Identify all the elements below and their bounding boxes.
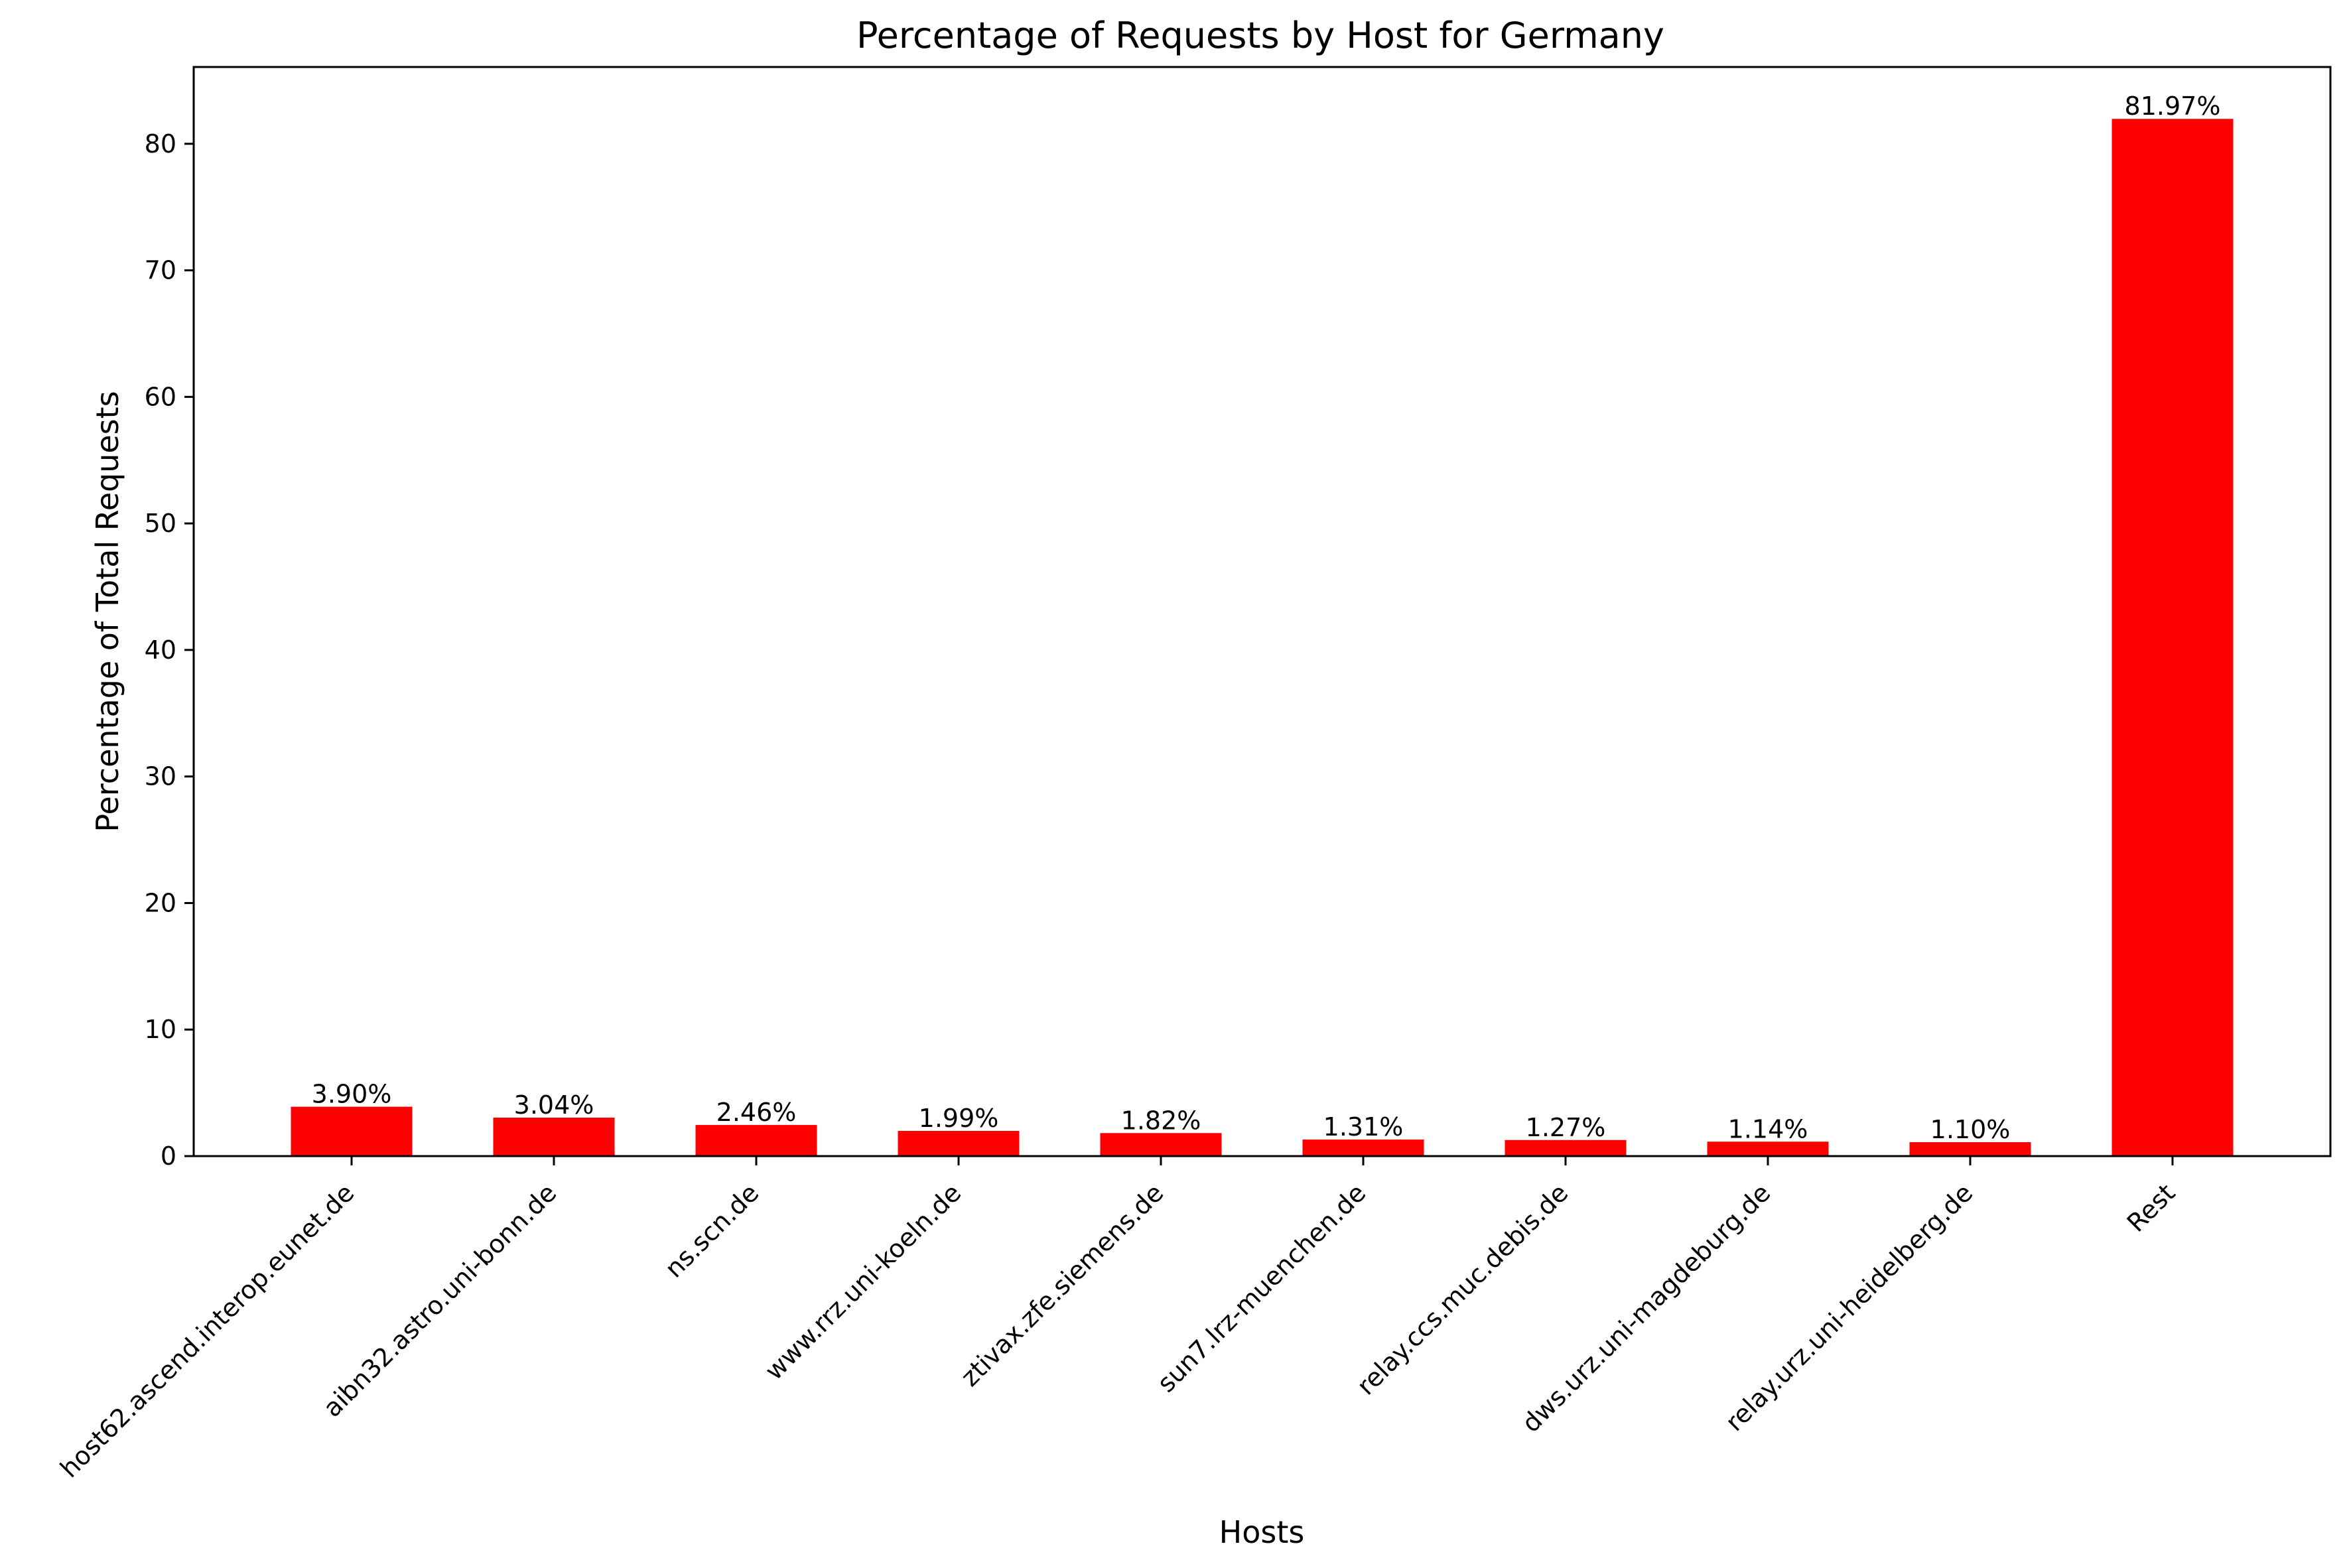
- bar: [493, 1118, 615, 1156]
- bars-group: [291, 119, 2234, 1156]
- bar-value-label: 1.14%: [1728, 1114, 1808, 1143]
- bar: [1909, 1142, 2031, 1156]
- y-tick-label: 70: [145, 256, 176, 285]
- bar: [1100, 1133, 1222, 1156]
- plot-frame: [192, 66, 2332, 1157]
- x-tick-label: Rest: [2121, 1178, 2181, 1238]
- y-axis-ticks: 0 10 20 30 40 50 60 70 80: [145, 129, 194, 1171]
- y-tick-label: 60: [145, 382, 176, 411]
- x-axis-label: Hosts: [1219, 1514, 1305, 1550]
- bar: [1302, 1140, 1424, 1156]
- x-axis-ticks: host62.ascend.interop.eunet.deaibn32.ast…: [54, 1156, 2180, 1483]
- x-tick-label: ns.scn.de: [659, 1178, 765, 1283]
- y-tick-label: 30: [145, 762, 176, 791]
- y-tick-label: 40: [145, 635, 176, 665]
- x-tick-label: www.rrz.uni-koeln.de: [760, 1178, 967, 1386]
- chart-title: Percentage of Requests by Host for Germa…: [856, 15, 1664, 56]
- bar-value-label: 1.31%: [1323, 1112, 1404, 1142]
- bar-labels-group: 3.90% 3.04% 2.46% 1.99% 1.82% 1.31% 1.27% 1.14%…: [312, 92, 2221, 1144]
- bar: [1505, 1140, 1627, 1156]
- bar-value-label: 1.99%: [919, 1104, 999, 1133]
- x-tick-label: relay.ccs.muc.debis.de: [1351, 1178, 1574, 1400]
- bar: [1707, 1142, 1829, 1156]
- y-tick-label: 10: [145, 1015, 176, 1044]
- bar: [2112, 119, 2234, 1156]
- bar-value-label: 81.97%: [2125, 92, 2221, 121]
- x-tick-label: relay.urz.uni-heidelberg.de: [1719, 1178, 1978, 1437]
- bar: [291, 1106, 413, 1156]
- y-axis-label: Percentage of Total Requests: [90, 391, 125, 832]
- bar: [898, 1131, 1020, 1156]
- y-tick-label: 0: [161, 1142, 176, 1171]
- x-tick-label: ztivax.zfe.siemens.de: [955, 1178, 1170, 1392]
- x-tick-label: aibn32.astro.uni-bonn.de: [318, 1178, 563, 1423]
- x-tick-label: host62.ascend.interop.eunet.de: [54, 1178, 360, 1483]
- bar-value-label: 1.82%: [1121, 1106, 1201, 1135]
- x-tick-label: sun7.lrz-muenchen.de: [1152, 1178, 1371, 1398]
- bar-value-label: 3.90%: [312, 1080, 392, 1109]
- bar-value-label: 1.27%: [1526, 1113, 1606, 1142]
- bar: [695, 1125, 817, 1156]
- y-tick-label: 50: [145, 509, 176, 538]
- bar-value-label: 2.46%: [716, 1098, 797, 1127]
- bar-value-label: 1.10%: [1930, 1115, 2011, 1144]
- y-tick-label: 20: [145, 888, 176, 917]
- bar-value-label: 3.04%: [514, 1090, 594, 1120]
- y-tick-label: 80: [145, 129, 176, 159]
